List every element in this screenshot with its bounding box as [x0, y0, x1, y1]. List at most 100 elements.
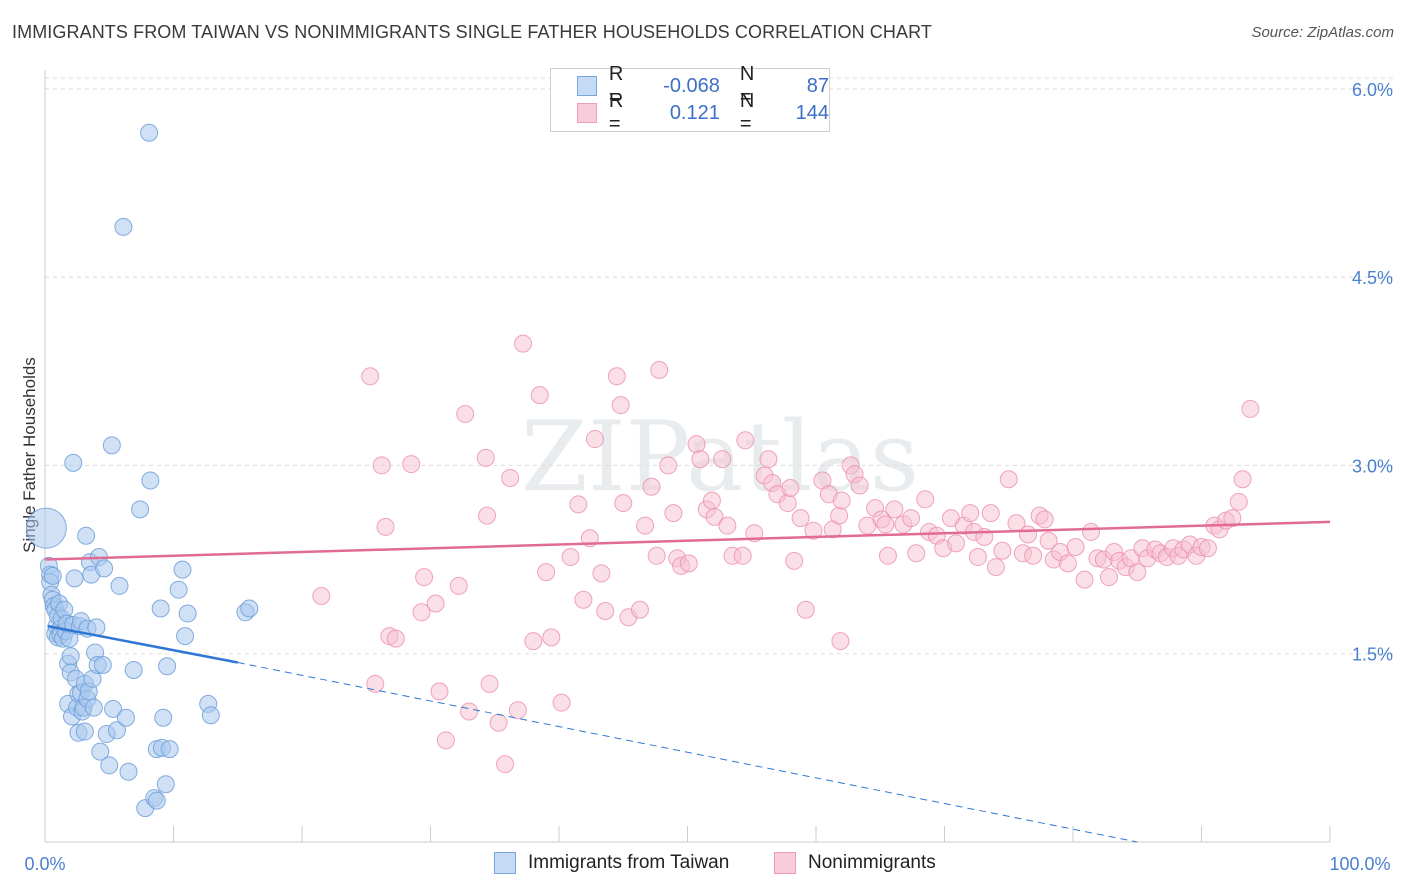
nonimmigrant-point — [733, 546, 752, 565]
nonimmigrant-point — [832, 491, 851, 510]
legend-row-taiwan: R = -0.068 N = 87 — [551, 63, 829, 108]
nonimmigrant-point — [830, 506, 849, 525]
taiwan-point — [93, 656, 112, 675]
nonimmigrant-point — [1241, 399, 1260, 418]
taiwan-point — [116, 708, 135, 727]
nonimmigrant-point — [713, 450, 732, 469]
nonimmigrant-point — [561, 548, 580, 567]
legend-n-value: 144 — [795, 101, 829, 124]
nonimmigrant-point — [705, 507, 724, 526]
nonimmigrant-point — [524, 632, 543, 651]
nonimmigrant-point — [1039, 531, 1058, 550]
nonimmigrant-point — [659, 456, 678, 475]
taiwan-point — [75, 722, 94, 741]
nonimmigrant-point — [614, 494, 633, 513]
legend-r-value: -0.068 — [663, 74, 720, 97]
nonimmigrant-point — [1075, 570, 1094, 589]
nonimmigrant-point — [630, 600, 649, 619]
taiwan-point — [201, 706, 220, 725]
nonimmigrant-point — [1229, 492, 1248, 511]
nonimmigrant-point — [501, 468, 520, 487]
taiwan-point — [65, 569, 84, 588]
nonimmigrant-point — [1233, 470, 1252, 489]
nonimmigrant-point — [426, 594, 445, 613]
nonimmigrant-point — [607, 367, 626, 386]
taiwan-point — [176, 627, 195, 646]
taiwan-point — [158, 657, 177, 676]
nonimmigrant-point — [796, 600, 815, 619]
taiwan-point — [141, 471, 160, 490]
nonimmigrant-point — [999, 470, 1018, 489]
taiwan-point — [124, 661, 143, 680]
taiwan-point — [160, 740, 179, 759]
nonimmigrant-point — [1066, 538, 1085, 557]
y-tick-label: 1.5% — [1352, 645, 1393, 665]
nonimmigrant-point — [552, 693, 571, 712]
taiwan-point — [61, 647, 80, 666]
nonimmigrant-point — [412, 603, 431, 622]
trendlines — [44, 520, 1331, 843]
taiwan-point — [240, 599, 259, 618]
nonimmigrant-point — [436, 731, 455, 750]
taiwan-point — [91, 742, 110, 761]
nonimmigrant-point — [642, 477, 661, 496]
nonimmigrant-point — [478, 506, 497, 525]
nonimmigrant-point — [312, 586, 331, 605]
nonimmigrant-point — [736, 431, 755, 450]
nonimmigrant-point — [449, 576, 468, 595]
nonimmigrant-point — [592, 564, 611, 583]
nonimmigrant-point — [718, 516, 737, 535]
x-tick-label: 100.0% — [1329, 854, 1390, 874]
nonimmigrant-point — [1019, 525, 1038, 544]
taiwan-point — [64, 453, 83, 472]
taiwan-point — [25, 507, 67, 549]
legend-item-nonimmigrants: Nonimmigrants — [774, 852, 936, 874]
nonimmigrant-point — [1128, 563, 1147, 582]
taiwan-point — [95, 559, 114, 578]
nonimmigrant-point — [456, 404, 475, 423]
taiwan-point — [156, 775, 175, 794]
nonimmigrant-point — [569, 495, 588, 514]
taiwan-point — [178, 604, 197, 623]
taiwan-point — [140, 123, 159, 142]
taiwan-trendline — [47, 624, 238, 664]
nonimmigrant-point — [611, 396, 630, 415]
nonimmigrant-point — [993, 541, 1012, 560]
nonimmigrant-point — [650, 361, 669, 380]
legend-n-label: N = — [739, 90, 755, 135]
taiwan-point — [110, 576, 129, 595]
nonimmigrant-point — [961, 504, 980, 523]
nonimmigrant-point — [361, 367, 380, 386]
y-tick-label: 3.0% — [1352, 456, 1393, 476]
chart-title: IMMIGRANTS FROM TAIWAN VS NONIMMIGRANTS … — [12, 22, 932, 42]
legend-swatch-blue — [494, 852, 516, 874]
nonimmigrant-point — [496, 755, 515, 774]
nonimmigrant-point — [402, 455, 421, 474]
nonimmigrant-point — [1024, 546, 1043, 565]
taiwan-point — [169, 580, 188, 599]
taiwan-point — [102, 436, 121, 455]
nonimmigrant-point — [585, 430, 604, 449]
nonimmigrant-point — [1223, 509, 1242, 528]
nonimmigrant-point — [366, 674, 385, 693]
nonimmigrants-trendline — [44, 520, 1331, 561]
nonimmigrant-point — [664, 504, 683, 523]
nonimmigrant-point — [376, 517, 395, 536]
taiwan-point — [154, 708, 173, 727]
nonimmigrant-point — [850, 476, 869, 495]
nonimmigrant-point — [415, 568, 434, 587]
taiwan-trendline-extension — [237, 662, 1138, 843]
nonimmigrant-point — [530, 386, 549, 405]
series-legend: Immigrants from Taiwan Nonimmigrants — [0, 852, 1406, 878]
nonimmigrant-point — [1099, 568, 1118, 587]
y-tick-label: 6.0% — [1352, 80, 1393, 100]
legend-swatch-pink — [774, 852, 796, 874]
nonimmigrant-point — [430, 682, 449, 701]
nonimmigrant-point — [876, 515, 895, 534]
taiwan-points — [25, 123, 259, 818]
nonimmigrants-points — [312, 334, 1260, 774]
nonimmigrant-point — [785, 551, 804, 570]
taiwan-point — [151, 599, 170, 618]
legend-r-label: R = — [608, 63, 624, 108]
taiwan-point — [119, 762, 138, 781]
